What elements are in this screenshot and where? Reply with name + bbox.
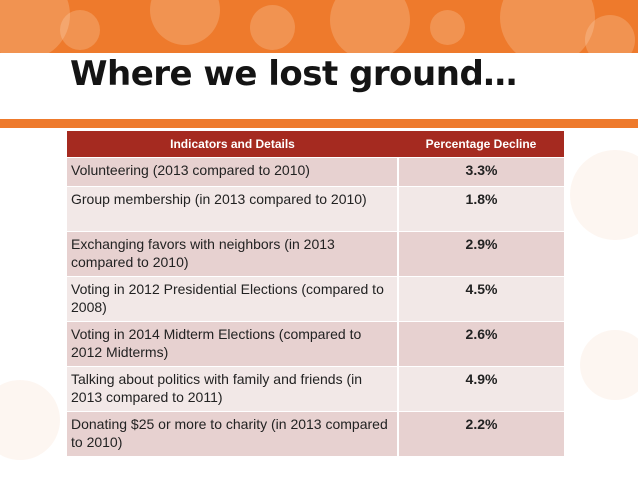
table-row: Donating $25 or more to charity (in 2013… [67,411,564,456]
decline-value: 2.9% [397,231,564,277]
decorative-bubble [430,10,465,45]
indicator-label: Voting in 2012 Presidential Elections (c… [67,276,398,322]
table-row: Talking about politics with family and f… [67,366,564,412]
indicator-label: Group membership (in 2013 compared to 20… [67,186,398,232]
column-header-indicators: Indicators and Details [67,131,398,158]
column-header-percentage-decline: Percentage Decline [398,131,564,158]
indicators-table: Indicators and Details Percentage Declin… [67,131,564,456]
decline-value: 3.3% [397,157,564,187]
table-row: Voting in 2012 Presidential Elections (c… [67,276,564,322]
decorative-circle [580,330,638,400]
page-title: Where we lost ground… [70,54,517,94]
decorative-bubble [150,0,220,45]
table-row: Voting in 2014 Midterm Elections (compar… [67,321,564,367]
table-row: Group membership (in 2013 compared to 20… [67,186,564,232]
decorative-bubble [250,5,295,50]
table-header-row: Indicators and Details Percentage Declin… [67,131,564,158]
indicator-label: Talking about politics with family and f… [67,366,398,412]
table-row: Volunteering (2013 compared to 2010) 3.3… [67,157,564,187]
decline-value: 2.6% [397,321,564,367]
table-row: Exchanging favors with neighbors (in 201… [67,231,564,277]
decorative-bubble [330,0,410,60]
decline-value: 4.5% [397,276,564,322]
indicator-label: Voting in 2014 Midterm Elections (compar… [67,321,398,367]
title-band [0,53,638,119]
decline-value: 1.8% [397,186,564,232]
decorative-circle [570,150,638,240]
indicator-label: Donating $25 or more to charity (in 2013… [67,411,398,456]
decline-value: 2.2% [397,411,564,456]
decline-value: 4.9% [397,366,564,412]
indicator-label: Exchanging favors with neighbors (in 201… [67,231,398,277]
decorative-bubble [60,10,100,50]
indicator-label: Volunteering (2013 compared to 2010) [67,157,398,187]
decorative-circle [0,380,60,460]
